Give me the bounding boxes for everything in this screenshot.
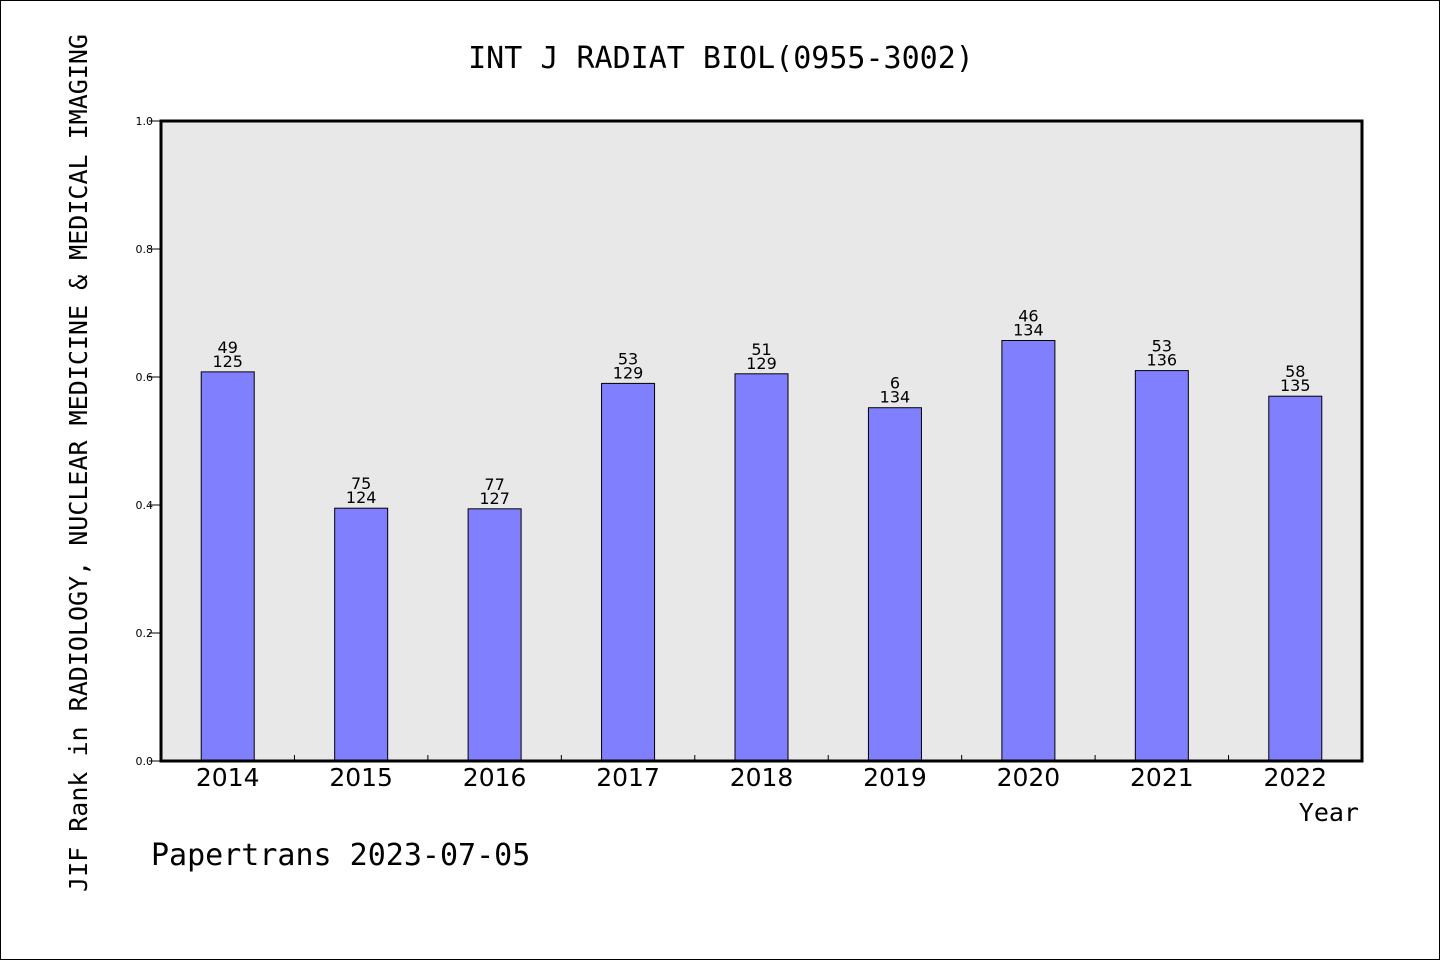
bar-total-label: 134 <box>880 388 911 407</box>
y-tick-label: 0.6 <box>136 371 154 384</box>
bar-2021 <box>1134 370 1189 762</box>
bar-rank-label: 75 <box>351 474 371 493</box>
y-tick-label: 0.8 <box>136 243 154 256</box>
y-tick-label: 0.0 <box>136 755 154 768</box>
bar-2022 <box>1268 395 1323 762</box>
x-tick-label: 2015 <box>329 763 393 792</box>
bar-2019 <box>867 407 922 762</box>
y-axis: 0.0 0.2 0.4 0.6 0.8 1.0 <box>136 115 161 768</box>
x-tick-label: 2017 <box>596 763 660 792</box>
bar-rank-label: 46 <box>1018 307 1038 326</box>
y-tick-label: 0.2 <box>136 627 154 640</box>
x-tick-label: 2014 <box>196 763 260 792</box>
y-tick-label: 0.4 <box>136 499 154 512</box>
bar-total-label: 125 <box>212 352 243 371</box>
footer-credit: Papertrans 2023-07-05 <box>151 838 530 873</box>
bar-rank-label: 49 <box>218 338 238 357</box>
bar-rank-label: 6 <box>890 374 900 393</box>
x-axis-label: Year <box>1299 798 1359 827</box>
bar-total-label: 127 <box>479 489 510 508</box>
bar-total-label: 135 <box>1280 376 1311 395</box>
x-tick-label: 2021 <box>1130 763 1194 792</box>
x-tick-label: 2020 <box>997 763 1061 792</box>
bar-total-label: 124 <box>346 488 377 507</box>
bar-total-label: 136 <box>1147 351 1178 370</box>
y-tick-label: 1.0 <box>136 115 154 128</box>
bar-rank-label: 53 <box>1152 337 1172 356</box>
bar-rank-label: 53 <box>618 349 638 368</box>
bar-2014 <box>200 371 255 762</box>
bar-total-label: 134 <box>1013 321 1044 340</box>
bar-2020 <box>1001 340 1056 762</box>
x-axis: 2014 2015 2016 2017 2018 2019 2020 2021 2022 <box>196 755 1327 792</box>
x-tick-label: 2022 <box>1263 763 1327 792</box>
x-tick-label: 2018 <box>730 763 794 792</box>
y-axis-label: JIF Rank in RADIOLOGY, NUCLEAR MEDICINE … <box>64 34 93 892</box>
bar-rank-label: 58 <box>1285 362 1305 381</box>
x-tick-label: 2016 <box>463 763 527 792</box>
bar-total-label: 129 <box>746 354 777 373</box>
bar-2018 <box>734 373 789 762</box>
bar-2017 <box>601 382 656 762</box>
bar-rank-label: 77 <box>484 475 504 494</box>
bar-rank-label: 51 <box>751 340 771 359</box>
bar-total-label: 129 <box>613 363 644 382</box>
bar-2015 <box>334 507 389 762</box>
x-tick-label: 2019 <box>863 763 927 792</box>
plot-border <box>159 119 1364 763</box>
bar-2016 <box>467 508 522 762</box>
chart-title: INT J RADIAT BIOL(0955-3002) <box>468 41 974 76</box>
